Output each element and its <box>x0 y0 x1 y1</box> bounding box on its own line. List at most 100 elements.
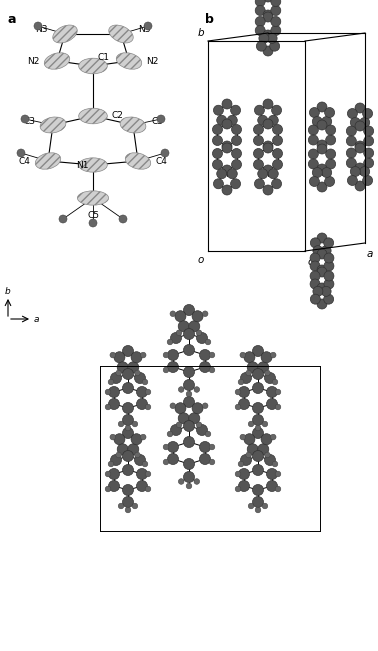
Text: C3: C3 <box>23 117 35 126</box>
Text: C5: C5 <box>87 212 99 221</box>
Circle shape <box>194 478 200 484</box>
Circle shape <box>263 0 273 2</box>
Circle shape <box>254 105 265 115</box>
Circle shape <box>364 136 374 146</box>
Circle shape <box>364 148 374 158</box>
Circle shape <box>175 403 186 414</box>
Text: C4: C4 <box>18 156 30 165</box>
Circle shape <box>313 245 323 256</box>
Circle shape <box>255 5 265 16</box>
Circle shape <box>253 484 263 495</box>
Circle shape <box>263 185 273 195</box>
Circle shape <box>209 459 215 465</box>
Circle shape <box>202 311 208 316</box>
Circle shape <box>267 33 277 44</box>
Circle shape <box>308 125 318 135</box>
Circle shape <box>145 486 151 492</box>
Circle shape <box>326 125 336 135</box>
Circle shape <box>268 115 278 125</box>
Circle shape <box>317 283 327 293</box>
Circle shape <box>238 461 244 467</box>
Circle shape <box>105 404 111 409</box>
Circle shape <box>116 370 121 376</box>
Circle shape <box>346 136 356 146</box>
Circle shape <box>253 415 263 426</box>
Ellipse shape <box>35 153 61 169</box>
Circle shape <box>266 387 277 398</box>
Circle shape <box>273 124 282 135</box>
Circle shape <box>197 333 208 344</box>
Circle shape <box>232 135 242 146</box>
Circle shape <box>21 115 29 123</box>
Circle shape <box>200 454 211 465</box>
Circle shape <box>363 176 373 186</box>
Circle shape <box>178 413 189 424</box>
Circle shape <box>183 305 195 316</box>
Circle shape <box>197 424 208 436</box>
Circle shape <box>122 402 133 413</box>
Circle shape <box>263 10 273 20</box>
Circle shape <box>244 352 255 363</box>
Circle shape <box>110 434 116 440</box>
Text: N3: N3 <box>36 25 48 33</box>
Circle shape <box>240 434 246 440</box>
Circle shape <box>89 219 97 227</box>
Circle shape <box>321 286 331 296</box>
Circle shape <box>209 367 215 373</box>
Circle shape <box>240 372 251 383</box>
Circle shape <box>183 458 195 469</box>
Ellipse shape <box>125 153 151 169</box>
Circle shape <box>108 398 119 409</box>
Circle shape <box>255 16 265 27</box>
Circle shape <box>355 163 365 173</box>
Circle shape <box>192 311 203 322</box>
Circle shape <box>272 379 278 385</box>
Circle shape <box>34 22 42 30</box>
Circle shape <box>145 471 151 477</box>
Circle shape <box>360 117 370 128</box>
Circle shape <box>326 135 336 145</box>
Circle shape <box>253 497 263 508</box>
Circle shape <box>122 415 133 426</box>
Circle shape <box>222 143 232 153</box>
Circle shape <box>322 167 332 178</box>
Circle shape <box>310 279 320 289</box>
Text: a: a <box>8 13 17 26</box>
Circle shape <box>105 389 111 395</box>
Circle shape <box>255 0 265 7</box>
Circle shape <box>309 107 319 118</box>
Circle shape <box>266 398 277 409</box>
Circle shape <box>262 503 268 509</box>
Circle shape <box>231 179 240 189</box>
Circle shape <box>183 471 195 482</box>
Circle shape <box>227 115 237 125</box>
Circle shape <box>170 333 181 344</box>
Circle shape <box>132 421 138 427</box>
Circle shape <box>108 461 114 467</box>
Text: o: o <box>198 255 204 265</box>
Circle shape <box>167 361 178 372</box>
Circle shape <box>232 159 242 169</box>
Circle shape <box>157 115 165 123</box>
Circle shape <box>200 350 211 361</box>
Circle shape <box>196 422 202 428</box>
Circle shape <box>240 454 251 465</box>
Circle shape <box>317 299 327 309</box>
Circle shape <box>310 253 320 263</box>
Circle shape <box>200 361 211 372</box>
Circle shape <box>122 450 133 462</box>
Circle shape <box>117 444 128 455</box>
Circle shape <box>270 352 276 358</box>
Circle shape <box>271 25 281 36</box>
Circle shape <box>235 404 241 409</box>
Circle shape <box>350 117 360 128</box>
Circle shape <box>273 135 282 146</box>
Circle shape <box>312 117 322 126</box>
Circle shape <box>259 33 269 44</box>
Circle shape <box>263 99 273 109</box>
Circle shape <box>167 454 178 465</box>
Circle shape <box>308 159 318 169</box>
Circle shape <box>232 124 242 135</box>
Text: N2: N2 <box>28 57 40 66</box>
Circle shape <box>317 267 327 277</box>
